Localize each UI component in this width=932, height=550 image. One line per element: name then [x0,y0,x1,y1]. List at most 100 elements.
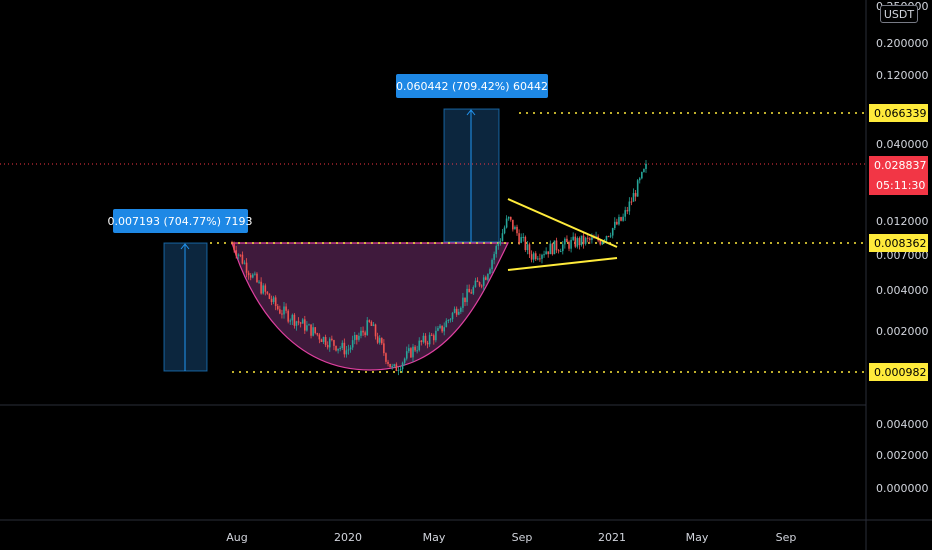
cup-pattern[interactable] [231,242,509,371]
candle-body [258,281,260,283]
candle-body [491,259,493,270]
candle-body [387,361,389,364]
target-price-label-text: 0.066339 [874,107,927,120]
candle-body [335,345,337,351]
candle-body [339,347,341,349]
candle-body [532,253,535,260]
candle-body [233,243,235,251]
candle-body [274,297,277,307]
candle-body [636,180,639,197]
candle-body [358,335,360,340]
candle-body [576,238,579,247]
candle-body [432,335,435,341]
candle-body [349,347,352,350]
candle-body [622,216,624,221]
candle-body [403,358,406,363]
candle-body [578,238,581,246]
candle-body [266,291,269,294]
measure-label-second[interactable]: 0.060442 (709.42%) 60442 [396,74,548,98]
candle-body [618,217,620,225]
candle-body [285,306,287,311]
candle-body [638,178,641,181]
candle-body [405,351,408,359]
candle-body [630,201,633,203]
candle-body [643,169,645,172]
price-tick-label: 0.007000 [876,249,929,262]
candle-body [239,254,242,256]
candle-body [530,254,533,260]
candle-body [526,244,529,251]
candle-body [518,233,520,243]
candle-body [312,327,314,336]
candle-body [495,246,498,255]
candle-body [503,227,506,234]
candle-body [589,238,591,241]
candle-body [331,338,333,341]
candle-body [582,235,585,244]
candle-body [566,238,568,243]
candle-body [326,344,329,348]
candle-body [505,218,508,228]
target-price-label[interactable]: 0.066339 [869,104,928,122]
candle-body [237,254,240,256]
candle-body [501,233,504,242]
candle-body [539,258,541,260]
candle-body [453,308,456,313]
triangle-lower-line[interactable] [507,257,618,271]
candle-body [353,334,356,341]
candle-body [430,334,433,336]
candle-body [254,273,256,275]
candle-body [460,307,462,312]
candle-body [337,348,339,351]
candle-body [476,280,479,283]
candle-body [641,171,643,179]
candle-body [547,251,550,255]
candle-body [624,210,626,217]
measure-label-first[interactable]: 0.007193 (704.77%) 7193 [108,209,253,233]
indicator-tick-label: 0.000000 [876,482,929,495]
candle-body [247,272,250,276]
indicator-tick-label: 0.002000 [876,449,929,462]
candle-body [345,350,348,355]
candle-body [557,250,560,252]
candle-body [632,193,635,202]
resistance-price-label[interactable]: 0.008362 [869,234,928,252]
candle-body [457,311,460,315]
candle-body [514,226,516,230]
candle-body [464,297,466,303]
candle-body [391,366,393,368]
candle-body [609,235,612,237]
measure-label-second-text: 0.060442 (709.42%) 60442 [396,80,548,93]
candle-body [534,253,537,260]
triangle-upper-line[interactable] [507,198,618,248]
candle-body [364,332,366,336]
measure-label-second-bg [396,74,548,98]
candle-body [299,322,302,324]
candle-body [441,325,443,332]
date-tick-label: 2020 [334,531,362,544]
currency-button[interactable]: USDT [880,5,918,23]
candle-body [489,269,491,274]
candle-body [320,339,323,343]
candle-body [281,313,283,315]
candle-body [487,273,489,280]
current-price-label[interactable]: 0.028837 05:11:30 [869,156,928,195]
candle-body [478,282,481,286]
support-price-label[interactable]: 0.000982 [869,363,928,381]
candle-body [268,293,271,299]
candle-body [449,319,452,321]
candle-body [380,338,383,344]
candle-body [447,319,450,321]
measure-arrowhead-first [180,243,190,250]
date-tick-label: Sep [512,531,533,544]
current-price-label-text: 0.028837 [874,159,927,172]
candle-body [620,217,622,221]
current-price-label-bg [869,156,928,195]
candle-body [445,320,448,328]
candle-body [301,319,304,324]
candle-body [549,243,552,255]
candle-body [497,243,500,247]
date-tick-label: 2021 [598,531,626,544]
candle-body [383,343,385,354]
